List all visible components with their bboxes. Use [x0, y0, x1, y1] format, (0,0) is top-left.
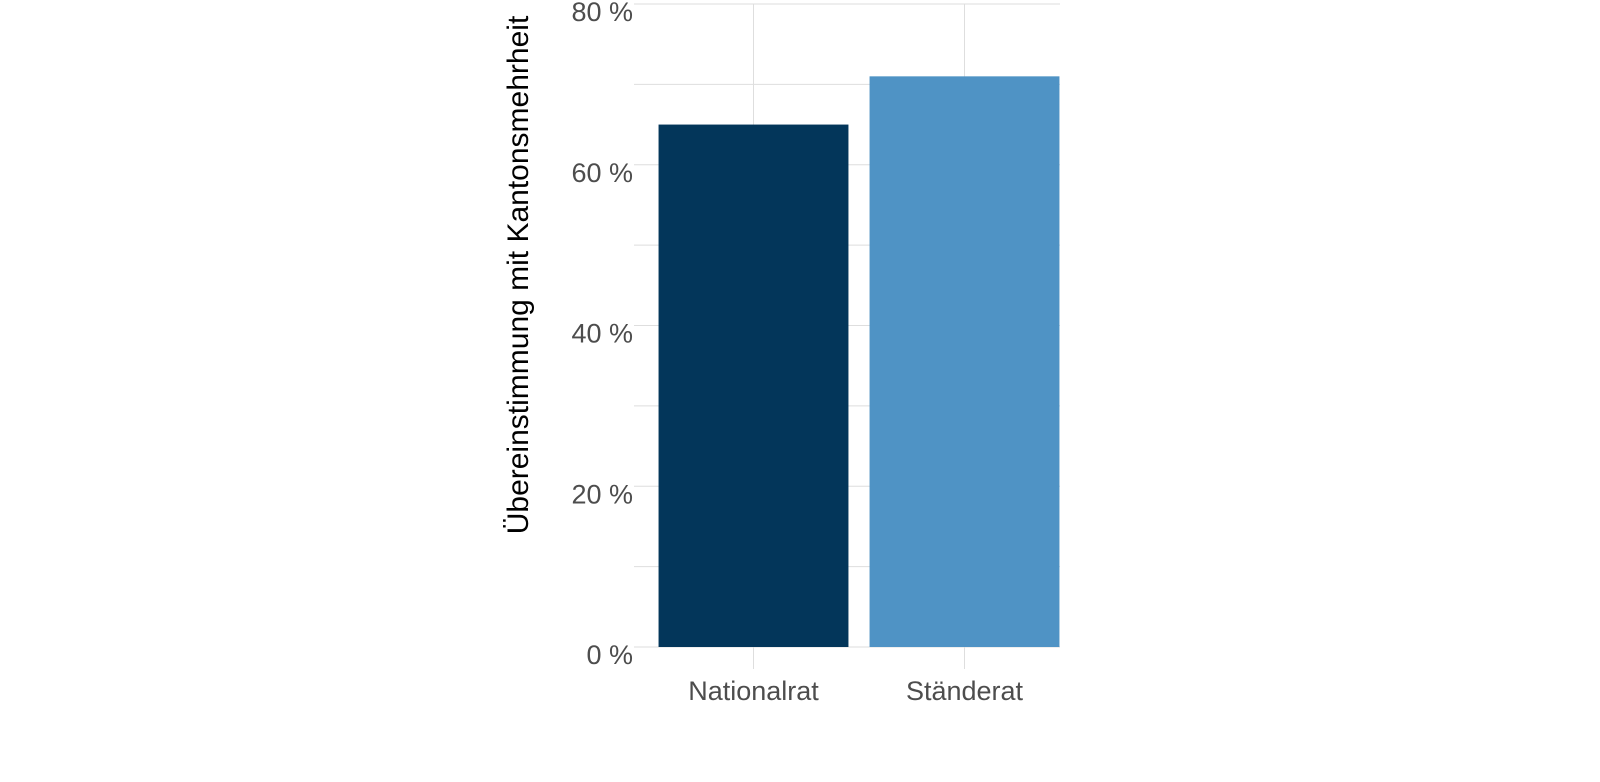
x-tick-label: Nationalrat [688, 676, 819, 706]
y-tick-label: 20 % [571, 479, 633, 509]
y-tick-label: 60 % [571, 158, 633, 188]
bar [658, 124, 849, 647]
y-tick-label: 0 % [586, 640, 633, 670]
x-tick-label: Ständerat [906, 676, 1024, 706]
bar [869, 76, 1060, 647]
y-tick-label: 80 % [571, 0, 633, 27]
y-tick-label: 40 % [571, 319, 633, 349]
y-axis-title: Übereinstimmung mit Kantonsmehrheit [502, 15, 535, 534]
